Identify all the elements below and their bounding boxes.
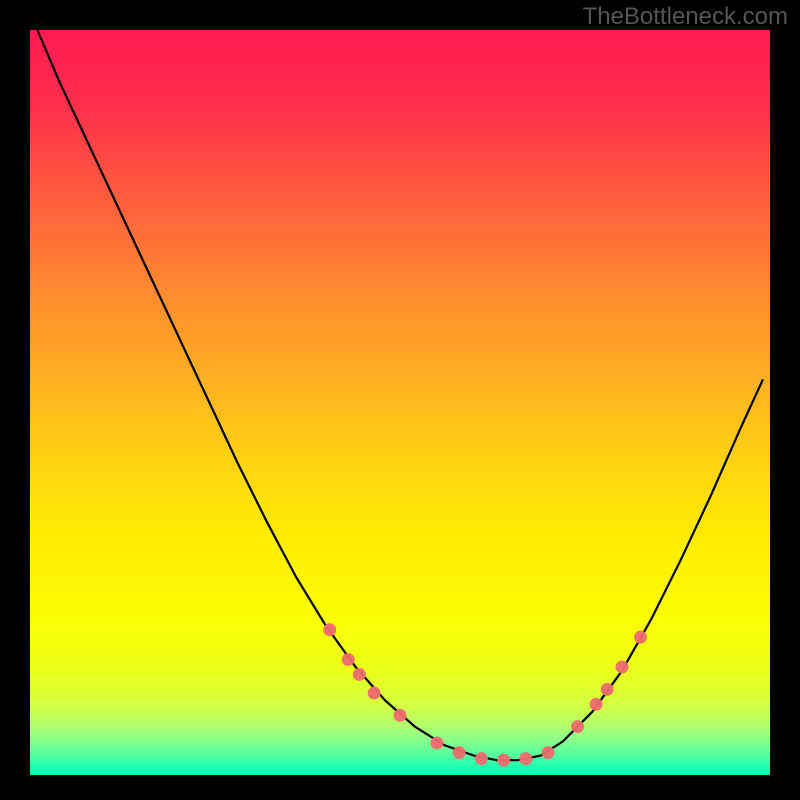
curve-marker xyxy=(394,709,407,722)
curve-marker xyxy=(431,736,444,749)
curve-marker xyxy=(368,687,381,700)
curve-marker xyxy=(519,752,532,765)
curve-marker xyxy=(475,752,488,765)
curve-marker xyxy=(497,754,510,767)
curve-marker xyxy=(323,623,336,636)
curve-marker xyxy=(590,698,603,711)
plot-background xyxy=(30,30,770,775)
bottleneck-chart: TheBottleneck.com xyxy=(0,0,800,800)
curve-marker xyxy=(634,631,647,644)
curve-marker xyxy=(453,746,466,759)
curve-marker xyxy=(542,746,555,759)
curve-marker xyxy=(353,668,366,681)
curve-marker xyxy=(571,720,584,733)
watermark-text: TheBottleneck.com xyxy=(583,3,788,30)
curve-marker xyxy=(342,653,355,666)
curve-marker xyxy=(601,683,614,696)
curve-marker xyxy=(616,660,629,673)
